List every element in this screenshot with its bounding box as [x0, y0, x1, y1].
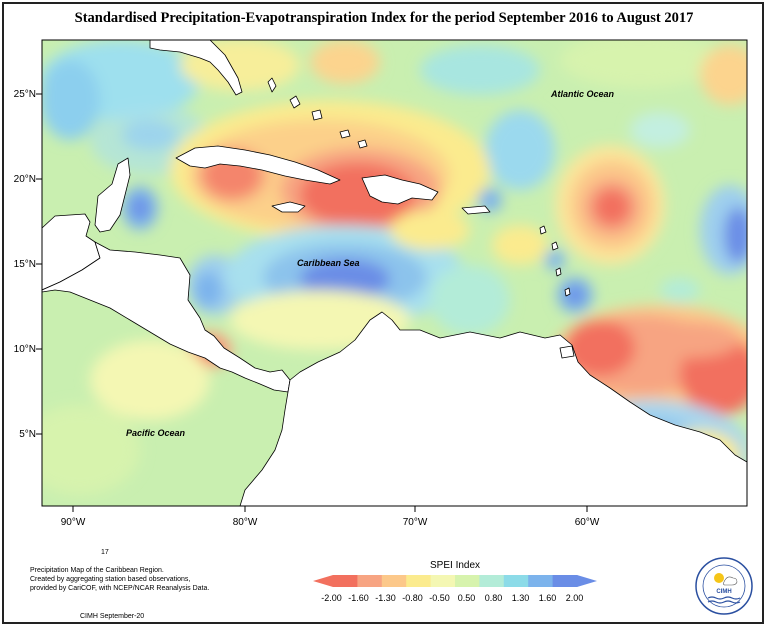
legend-title: SPEI Index	[430, 560, 481, 571]
legend-swatch	[479, 575, 505, 587]
lat-label-20n: 20°N	[14, 174, 36, 185]
place-labels: Atlantic Ocean Caribbean Sea Pacific Oce…	[126, 89, 615, 438]
legend-tick-label: 2.00	[565, 593, 584, 603]
legend-swatch	[528, 575, 554, 587]
legend-tick-label: -1.30	[375, 593, 396, 603]
map-border	[41, 39, 748, 507]
lat-label-10n: 10°N	[14, 344, 36, 355]
footer-number: 17	[101, 549, 109, 556]
map-title: Standardised Precipitation-Evapotranspir…	[74, 10, 694, 26]
cloud-icon	[723, 576, 738, 586]
legend-tick-label: -0.50	[429, 593, 450, 603]
legend-arrow-right	[577, 575, 597, 587]
sun-icon	[714, 573, 724, 583]
legend-swatch	[406, 575, 432, 587]
land-outlines	[42, 40, 747, 506]
footer-line-3: provided by CariCOF, with NCEP/NCAR Rean…	[30, 585, 210, 592]
footer-credit: CIMH September-20	[80, 613, 145, 620]
lon-label-70w: 70°W	[403, 517, 428, 528]
lat-label-25n: 25°N	[14, 89, 36, 100]
legend-tick-label: 0.80	[484, 593, 503, 603]
label-atlantic-ocean: Atlantic Ocean	[550, 89, 615, 99]
lat-labels: 25°N 20°N 15°N 10°N 5°N	[14, 89, 36, 440]
legend-arrow-left	[313, 575, 333, 587]
lon-label-60w: 60°W	[575, 517, 600, 528]
lat-label-5n: 5°N	[19, 429, 36, 440]
lon-labels: 90°W 80°W 70°W 60°W	[61, 517, 600, 528]
axis-ticks	[36, 93, 588, 512]
lon-label-90w: 90°W	[61, 517, 86, 528]
legend-colorbar	[313, 575, 597, 587]
legend-tick-label: 0.50	[457, 593, 476, 603]
legend-swatch	[430, 575, 456, 587]
legend-swatch	[503, 575, 529, 587]
legend-tick-label: 1.30	[511, 593, 530, 603]
legend-swatch	[357, 575, 383, 587]
wave-icon	[707, 596, 741, 600]
legend-labels: -2.00 -1.60 -1.30 -0.80 -0.50 0.50 0.80 1.30 1.6…	[318, 593, 588, 603]
legend-swatch	[333, 575, 358, 587]
lon-label-80w: 80°W	[233, 517, 258, 528]
cimh-logo: CIMH	[695, 557, 753, 615]
footer-line-1: Precipitation Map of the Caribbean Regio…	[30, 567, 164, 574]
legend-swatch	[552, 575, 578, 587]
legend-swatch	[381, 575, 407, 587]
footer-line-2: Created by aggregating station based obs…	[30, 576, 191, 583]
label-pacific-ocean: Pacific Ocean	[126, 428, 186, 438]
label-caribbean-sea: Caribbean Sea	[297, 258, 360, 268]
lat-label-15n: 15°N	[14, 259, 36, 270]
legend-tick-label: -0.80	[402, 593, 423, 603]
legend-tick-label: -2.00	[321, 593, 342, 603]
legend-tick-label: -1.60	[348, 593, 369, 603]
legend-swatch	[455, 575, 480, 587]
logo-text: CIMH	[716, 589, 731, 595]
legend-tick-label: 1.60	[538, 593, 557, 603]
